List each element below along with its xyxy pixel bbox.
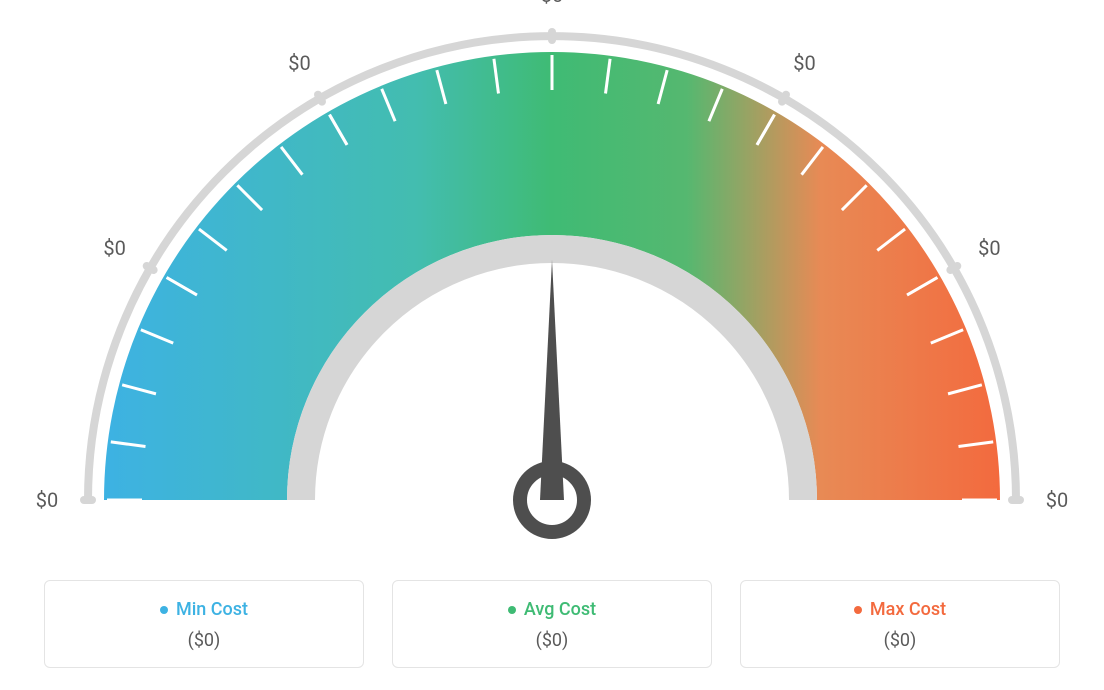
legend-row: Min Cost ($0) Avg Cost ($0) Max Cost ($0… (0, 580, 1104, 668)
legend-label-avg: Avg Cost (524, 599, 596, 620)
gauge-tick-label: $0 (36, 488, 58, 512)
legend-card-avg: Avg Cost ($0) (392, 580, 712, 668)
gauge-tick-label: $0 (288, 51, 310, 75)
legend-card-max: Max Cost ($0) (740, 580, 1060, 668)
legend-dot-avg (508, 606, 516, 614)
gauge-tick-label: $0 (978, 236, 1000, 260)
gauge-chart: $0 $0 $0 $0 $0 $0 $0 (0, 0, 1104, 560)
legend-dot-min (160, 606, 168, 614)
legend-card-min: Min Cost ($0) (44, 580, 364, 668)
gauge-tick-label: $0 (541, 0, 563, 7)
gauge-tick-label: $0 (1046, 488, 1068, 512)
legend-value-avg: ($0) (403, 630, 701, 651)
legend-label-min: Min Cost (176, 599, 248, 620)
legend-dot-max (854, 606, 862, 614)
legend-title-row: Max Cost (751, 599, 1049, 620)
gauge-svg (0, 0, 1104, 560)
legend-title-row: Avg Cost (403, 599, 701, 620)
gauge-tick-label: $0 (103, 236, 125, 260)
legend-value-max: ($0) (751, 630, 1049, 651)
legend-label-max: Max Cost (870, 599, 946, 620)
legend-title-row: Min Cost (55, 599, 353, 620)
gauge-tick-label: $0 (793, 51, 815, 75)
legend-value-min: ($0) (55, 630, 353, 651)
